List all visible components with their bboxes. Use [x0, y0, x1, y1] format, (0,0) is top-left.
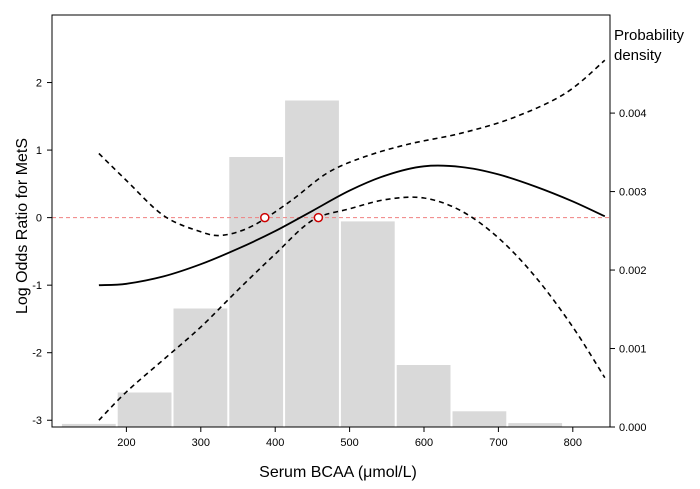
log-odds-curve	[98, 164, 606, 287]
y-axis-left: -3 -2 -1 0 1 2	[32, 78, 52, 427]
y-tick-label: -1	[32, 280, 42, 292]
x-axis: 200 300 400 500 600 700 800	[117, 427, 582, 449]
x-tick-label: 600	[415, 437, 433, 449]
x-axis-label: Serum BCAA (μmol/L)	[259, 464, 417, 481]
x-tick-label: 400	[266, 437, 284, 449]
y2-tick-label: 0.004	[619, 108, 647, 120]
ci-dashed-curve	[98, 196, 606, 421]
y-axis-label: Log Odds Ratio for MetS	[14, 138, 31, 314]
y2-axis-label-line1: Probability	[614, 27, 685, 44]
y-tick-label: -3	[32, 415, 42, 427]
markers	[260, 212, 324, 223]
x-tick-label: 700	[489, 437, 507, 449]
y-tick-label: 0	[36, 213, 42, 225]
histogram-bar	[117, 392, 172, 427]
intersection-marker	[313, 212, 324, 223]
x-tick-label: 800	[564, 437, 582, 449]
plot-frame	[51, 14, 611, 428]
histogram-bar	[452, 411, 507, 427]
histogram-bar	[396, 365, 451, 427]
y-tick-label: -2	[32, 348, 42, 360]
x-tick-label: 500	[340, 437, 358, 449]
y-tick-label: 1	[36, 145, 42, 157]
y2-tick-label: 0.002	[619, 265, 647, 277]
curves	[98, 59, 606, 421]
x-tick-label: 300	[192, 437, 210, 449]
histogram-bar	[285, 100, 339, 427]
y-tick-label: 2	[36, 78, 42, 90]
y2-axis-label-line2: density	[614, 47, 662, 64]
y2-tick-label: 0.000	[619, 422, 647, 434]
y2-tick-label: 0.001	[619, 344, 647, 356]
histogram-bar	[340, 221, 395, 427]
histogram-bar	[173, 308, 228, 427]
histogram-bar	[61, 423, 116, 427]
x-tick-label: 200	[117, 437, 135, 449]
y-axis-right: 0.000 0.001 0.002 0.003 0.004	[610, 108, 647, 434]
intersection-marker	[260, 212, 270, 223]
histogram-bar	[508, 423, 563, 427]
y2-tick-label: 0.003	[619, 187, 647, 199]
histogram-bar	[229, 157, 284, 427]
ci-dashed-curve	[98, 59, 606, 237]
histogram-bars	[61, 100, 563, 427]
